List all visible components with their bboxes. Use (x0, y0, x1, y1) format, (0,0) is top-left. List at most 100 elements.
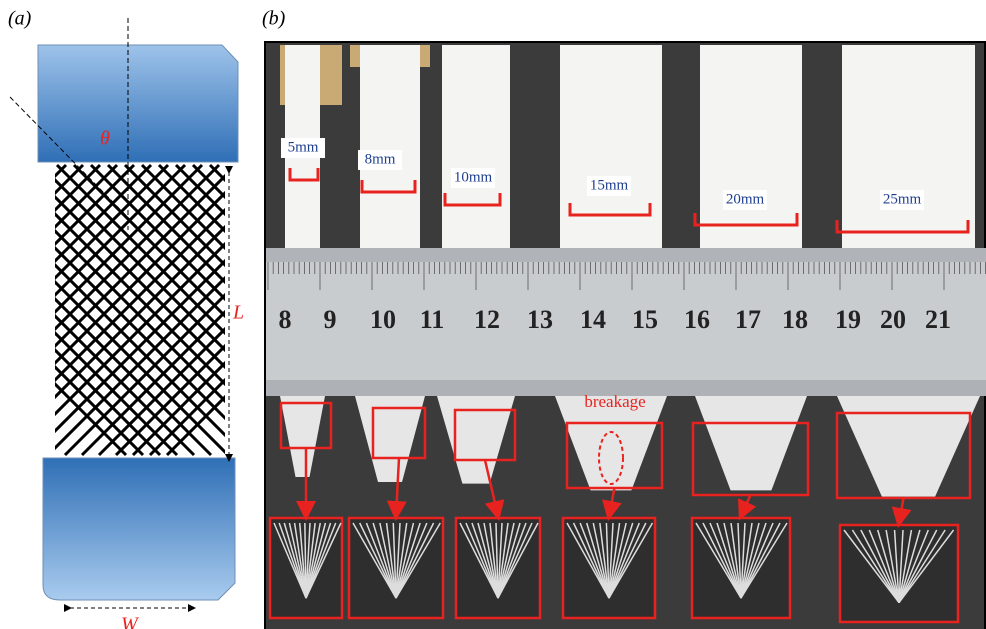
fiber (63, 292, 225, 457)
zoom-fiber (385, 522, 397, 599)
fiber (55, 163, 221, 332)
zoom-fiber (392, 522, 397, 599)
ruler-number: 13 (527, 305, 553, 334)
fiber (55, 241, 225, 417)
fiber (97, 326, 225, 457)
fiber (165, 394, 225, 457)
fiber (0, 165, 15, 455)
zoom-fiber (305, 522, 316, 599)
zoom-fiber (843, 529, 900, 604)
fiber (72, 163, 225, 319)
zoom-fiber (495, 522, 499, 599)
ruler-number: 20 (880, 305, 906, 334)
zoom-fiber (497, 522, 533, 599)
label-box (587, 176, 631, 196)
zoom-arrow (602, 487, 622, 521)
ruler-number: 8 (279, 305, 292, 334)
fabric-fringe (437, 396, 515, 484)
zoom-fiber (471, 522, 499, 599)
label-box (880, 190, 924, 210)
zoom-fiber (465, 522, 499, 599)
bottom-clamp (42, 457, 236, 601)
zoom-fiber (723, 522, 742, 599)
zoom-fiber (293, 522, 307, 599)
zoom-fiber (868, 529, 900, 603)
ruler-edge (266, 248, 986, 262)
zoom-fiber (305, 522, 311, 599)
fiber (0, 165, 32, 455)
zoom-fiber (304, 522, 307, 599)
fabric-fringe (837, 396, 980, 497)
zoom-fiber (305, 522, 322, 599)
zoom-fiber (730, 522, 742, 599)
ruler-number: 12 (474, 305, 500, 334)
zoom-fiber (695, 522, 742, 599)
label-box (281, 138, 325, 158)
fiber (55, 224, 225, 400)
zoom-fiber (273, 522, 307, 599)
ruler-edge (266, 380, 986, 396)
ruler-number: 14 (580, 305, 606, 334)
fiber (55, 163, 119, 230)
zoom-fiber (592, 522, 610, 599)
length-label: L (232, 302, 244, 324)
fiber (55, 313, 196, 457)
zoom-fiber (372, 522, 397, 599)
photo: 8 9 10 11 12 13 14 15 16 17 18 19 20 21 (266, 45, 986, 497)
panel-label: (a) (8, 8, 32, 30)
zoom-fiber (740, 522, 781, 599)
zoom-fiber (305, 522, 337, 599)
fabric-strip (700, 45, 802, 248)
annotation: breakage (584, 392, 645, 411)
fiber (106, 163, 225, 285)
zoom-fiber (605, 522, 610, 599)
fiber (123, 163, 225, 268)
zoom-fiber (305, 522, 327, 599)
fiber (55, 163, 225, 336)
fiber (89, 163, 225, 302)
zoom-fiber (395, 522, 421, 599)
fabric-strip (442, 45, 510, 248)
zoom-fiber (395, 522, 415, 599)
fiber (55, 258, 225, 434)
zoom-fiber (585, 522, 610, 599)
zoom-fiber (352, 522, 397, 599)
ruler-number: 19 (835, 305, 861, 334)
zoom-fiber (608, 522, 621, 599)
width-label: 15mm (590, 177, 629, 193)
ruler-number: 15 (632, 305, 658, 334)
width-label: 10mm (454, 169, 493, 185)
fiber (55, 228, 225, 404)
fiber (55, 163, 153, 264)
fabric-fringe (695, 396, 807, 491)
width-bracket (360, 180, 417, 194)
ruler-number: 11 (420, 305, 445, 334)
fiber (55, 163, 170, 281)
fiber (157, 163, 225, 234)
zoom-fiber (898, 529, 904, 603)
zoom-fiber (709, 522, 742, 599)
top-clamp (37, 44, 239, 163)
fiber (55, 173, 225, 349)
fabric-fringe (280, 396, 325, 477)
zoom-fiber (579, 522, 610, 599)
zoom-fiber (497, 522, 503, 599)
zoom-fiber (278, 522, 307, 599)
zoom-fiber (608, 522, 627, 599)
zoom-fiber (898, 529, 929, 603)
zoom-fiber (898, 529, 938, 603)
ruler-number: 9 (324, 305, 337, 334)
width-bracket (443, 193, 502, 207)
zoom-fiber (395, 522, 441, 599)
zoom-fiber (497, 522, 539, 599)
angle-line (9, 96, 151, 241)
zoom-fiber (608, 522, 640, 599)
zoom-fiber (608, 522, 614, 599)
zoom-fiber (608, 522, 634, 599)
zoom-fiber (566, 522, 610, 599)
fiber (55, 163, 204, 315)
fiber (55, 275, 225, 451)
fabric-strip (360, 45, 420, 248)
ruler-number: 21 (925, 305, 951, 334)
